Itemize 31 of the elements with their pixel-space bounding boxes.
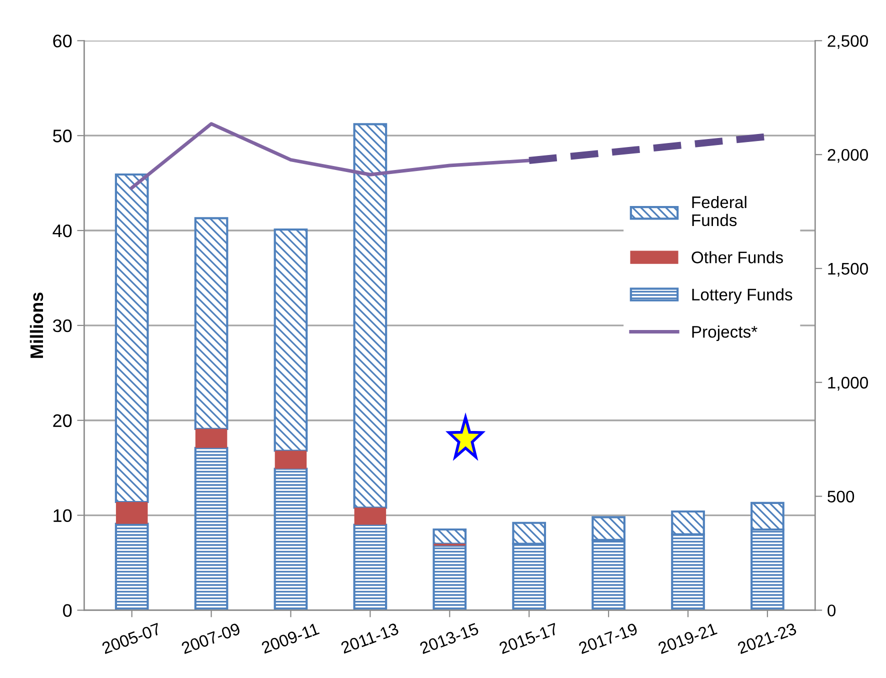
- y-tick-label: 40: [52, 224, 72, 238]
- bar: [353, 123, 388, 509]
- bar: [353, 524, 388, 610]
- legend-label: Federal Funds: [692, 196, 746, 226]
- bar: [354, 508, 386, 525]
- bar: [274, 450, 307, 469]
- y-tick-label: 60: [53, 34, 72, 48]
- y2-tick-label: 2,000: [828, 148, 868, 163]
- bar: [116, 502, 148, 524]
- y2-tick-label: 1,000: [828, 376, 868, 391]
- bar: [194, 217, 228, 430]
- y2-tick-label: 1,500: [828, 262, 868, 277]
- bar: [114, 522, 149, 610]
- y-tick-label: 10: [54, 509, 72, 522]
- legend-label: Other Funds: [692, 251, 783, 264]
- bar: [114, 173, 149, 504]
- legend-label: Lottery Funds: [692, 288, 792, 304]
- line-series: [130, 122, 531, 190]
- bar: [274, 468, 308, 610]
- legend-label: Projects*: [692, 326, 758, 342]
- bar: [195, 428, 228, 448]
- y-axis-title: Millions: [30, 292, 44, 358]
- y-tick-label: 0: [63, 604, 72, 617]
- y2-tick-label: 0: [828, 604, 836, 616]
- y-tick-label: 50: [53, 130, 72, 142]
- y-tick-label: 30: [52, 319, 72, 332]
- y-tick-label: 20: [53, 414, 72, 428]
- bar: [274, 228, 308, 452]
- y2-tick-label: 500: [828, 490, 854, 502]
- y2-tick-label: 2,500: [828, 35, 868, 49]
- bar: [194, 446, 228, 610]
